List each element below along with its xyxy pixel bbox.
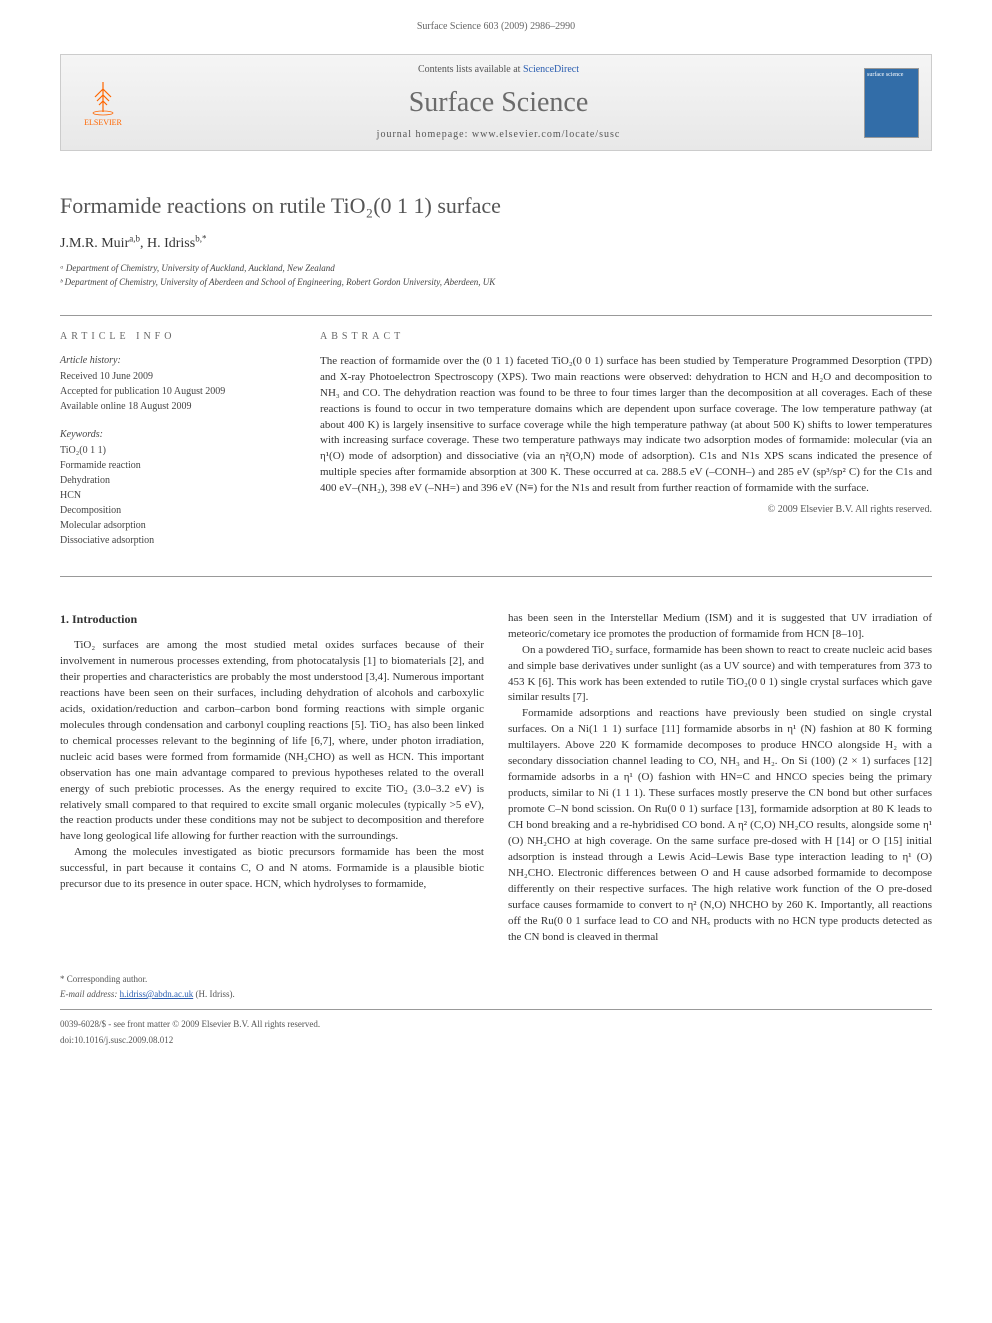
cover-text: surface science [867,72,903,78]
divider-bottom [60,576,932,577]
email-line: E-mail address: h.idriss@abdn.ac.uk (H. … [60,988,932,1001]
footer-divider [60,1009,932,1010]
online-date: Available online 18 August 2009 [60,400,290,414]
corresponding-author: * Corresponding author. [60,973,932,986]
citation-text: Surface Science 603 (2009) 2986–2990 [417,21,575,32]
affiliation-b: ᵇ Department of Chemistry, University of… [60,276,932,289]
keyword: HCN [60,489,290,503]
article-info-heading: ARTICLE INFO [60,330,290,344]
author-2-affil: b,* [195,233,206,243]
issn-line: 0039-6028/$ - see front matter © 2009 El… [60,1018,932,1031]
homepage-url: www.elsevier.com/locate/susc [472,129,620,140]
sciencedirect-link[interactable]: ScienceDirect [523,64,579,75]
elsevier-logo: ELSEVIER [73,73,133,133]
accepted-date: Accepted for publication 10 August 2009 [60,385,290,399]
homepage-line: journal homepage: www.elsevier.com/locat… [133,128,864,142]
journal-name: Surface Science [133,83,864,122]
journal-cover-thumb: surface science [864,68,919,138]
homepage-label: journal homepage: [377,129,472,140]
keyword: Dissociative adsorption [60,534,290,548]
email-name: (H. Idriss). [193,989,235,999]
banner-center: Contents lists available at ScienceDirec… [133,63,864,142]
affiliation-a: ᵃ Department of Chemistry, University of… [60,262,932,275]
doi-line: doi:10.1016/j.susc.2009.08.012 [60,1034,932,1047]
info-abstract-row: ARTICLE INFO Article history: Received 1… [0,330,992,562]
page-citation-header: Surface Science 603 (2009) 2986–2990 [0,0,992,44]
received-date: Received 10 June 2009 [60,370,290,384]
abstract-col: ABSTRACT The reaction of formamide over … [320,330,932,562]
elsevier-tree-icon [83,77,123,117]
keywords-block: Keywords: TiO₂(0 1 1) Formamide reaction… [60,428,290,548]
body-paragraph: Formamide adsorptions and reactions have… [508,706,932,945]
contents-prefix: Contents lists available at [418,64,523,75]
keyword: TiO₂(0 1 1) [60,444,290,458]
author-1: J.M.R. Muir [60,236,129,251]
author-1-affil: a,b [129,233,140,243]
journal-banner: ELSEVIER Contents lists available at Sci… [60,54,932,151]
email-link[interactable]: h.idriss@abdn.ac.uk [120,989,194,999]
article-info-col: ARTICLE INFO Article history: Received 1… [60,330,290,562]
column-left: 1. Introduction TiO₂ surfaces are among … [60,611,484,946]
author-2: , H. Idriss [140,236,195,251]
page-footer: * Corresponding author. E-mail address: … [0,965,992,1066]
body-paragraph: On a powdered TiO₂ surface, formamide ha… [508,643,932,707]
history-label: Article history: [60,354,290,368]
keyword: Decomposition [60,504,290,518]
article-title: Formamide reactions on rutile TiO₂(0 1 1… [60,191,932,222]
elsevier-label: ELSEVIER [84,117,122,128]
body-paragraph: has been seen in the Interstellar Medium… [508,611,932,643]
abstract-copyright: © 2009 Elsevier B.V. All rights reserved… [320,503,932,517]
keyword: Dehydration [60,474,290,488]
body-paragraph: TiO₂ surfaces are among the most studied… [60,638,484,845]
abstract-heading: ABSTRACT [320,330,932,344]
divider-top [60,315,932,316]
authors-line: J.M.R. Muira,b, H. Idrissb,* [60,234,932,254]
article-header: Formamide reactions on rutile TiO₂(0 1 1… [0,161,992,301]
column-right: has been seen in the Interstellar Medium… [508,611,932,946]
intro-heading: 1. Introduction [60,611,484,628]
article-history: Article history: Received 10 June 2009 A… [60,354,290,414]
body-columns: 1. Introduction TiO₂ surfaces are among … [0,591,992,966]
keywords-label: Keywords: [60,428,290,442]
keyword: Molecular adsorption [60,519,290,533]
body-paragraph: Among the molecules investigated as biot… [60,845,484,893]
contents-line: Contents lists available at ScienceDirec… [133,63,864,77]
email-label: E-mail address: [60,989,120,999]
abstract-text: The reaction of formamide over the (0 1 … [320,354,932,497]
keyword: Formamide reaction [60,459,290,473]
